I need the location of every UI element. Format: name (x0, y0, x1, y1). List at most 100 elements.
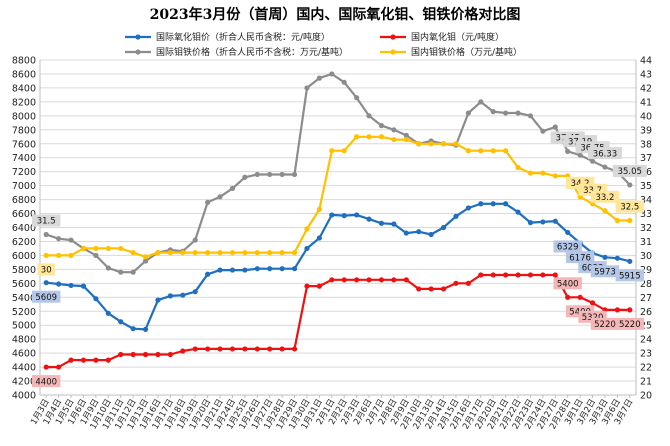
data-label: 30 (41, 266, 52, 276)
y-left-tick-label: 4800 (12, 335, 36, 346)
y-left-tick-label: 8200 (12, 97, 36, 108)
series-0-point (56, 281, 62, 287)
series-0-point (130, 326, 136, 332)
series-2-point (602, 164, 608, 170)
legend-marker-0 (135, 34, 141, 40)
legend-label-3: 国内钼铁价格（万元/基吨） (411, 46, 522, 58)
y-right-tick-label: 24 (640, 335, 652, 346)
series-2-point (329, 71, 335, 77)
series-2-point (43, 231, 49, 238)
series-2-point (254, 171, 260, 178)
data-label: 31.5 (37, 217, 56, 227)
y-left-tick-label: 6400 (12, 223, 36, 234)
series-3-point (304, 226, 310, 232)
series-2-point (205, 199, 211, 205)
series-3-point (378, 134, 385, 140)
series-1-point (465, 280, 471, 286)
series-2-point (552, 124, 558, 130)
series-0-point (155, 297, 161, 303)
series-0-point (453, 213, 459, 219)
series-1-point (242, 346, 248, 352)
series-0-point (552, 218, 558, 224)
chart-title: 2023年3月份（首周）国内、国际氧化钼、钼铁价格对比图 (150, 6, 521, 23)
y-right-tick-label: 37 (640, 153, 652, 164)
y-right-tick-label: 34 (640, 195, 652, 206)
series-2-point (540, 128, 546, 134)
series-0-point (93, 296, 99, 302)
y-right-tick-label: 42 (640, 83, 652, 94)
y-left-tick-label: 4000 (12, 391, 36, 402)
y-right-tick-label: 22 (640, 363, 652, 374)
series-1-point (503, 272, 509, 278)
series-1-point (478, 272, 484, 278)
series-1-point (180, 348, 186, 354)
series-3-point (614, 217, 620, 224)
series-3-point (366, 134, 372, 140)
series-1-point (304, 283, 310, 289)
series-0-point (217, 267, 223, 273)
y-right-tick-label: 33 (640, 209, 652, 220)
series-1-point (105, 357, 111, 363)
series-3-point (627, 217, 633, 224)
legend-label-1: 国内氧化钼（元/吨度） (411, 31, 504, 43)
series-1-point (378, 277, 385, 283)
y-right-tick-label: 40 (640, 111, 652, 122)
y-left-tick-label: 7000 (12, 181, 36, 192)
y-left-tick-label: 5400 (12, 293, 36, 304)
series-0-point (279, 266, 285, 272)
series-2-point (93, 252, 99, 259)
y-right-tick-label: 43 (640, 69, 652, 80)
series-3-point (180, 250, 186, 256)
series-3-point (267, 250, 273, 256)
series-0-point (403, 230, 409, 236)
data-labels: 5609632961766033597359154400540054005320… (32, 131, 647, 387)
y-left-tick-label: 4200 (12, 377, 36, 388)
data-label: 33.2 (595, 193, 614, 203)
y-right-tick-label: 27 (640, 293, 652, 304)
series-3-point (354, 134, 360, 140)
y-right-tick-label: 41 (640, 97, 652, 108)
series-0-point (205, 271, 211, 277)
data-label-box (553, 240, 582, 253)
data-label: 5220 (619, 320, 641, 330)
data-label-box (37, 263, 55, 276)
y-right-tick-label: 44 (640, 56, 652, 67)
series-2-point (279, 171, 285, 178)
series-1-point (155, 351, 161, 358)
series-3-point (428, 141, 434, 147)
y-right-tick-label: 20 (640, 391, 652, 402)
series-3-point (527, 170, 534, 176)
series-2-point (627, 182, 633, 188)
y-left-tick-label: 5200 (12, 307, 36, 318)
y-left-tick-label: 6200 (12, 237, 36, 248)
series-1-point (192, 346, 198, 352)
series-1-point (130, 351, 136, 358)
series-2-point (105, 265, 111, 271)
series-1-point (167, 351, 173, 358)
series-1-point (589, 300, 596, 306)
data-label-box (553, 277, 582, 290)
series-0-point (43, 280, 49, 286)
y-right-tick-label: 23 (640, 349, 652, 360)
series-3-point (552, 173, 558, 179)
data-label-box (615, 269, 644, 282)
series-1-point (614, 307, 620, 313)
series-1-point (254, 346, 260, 352)
series-2-point (565, 148, 571, 155)
series-3-point (80, 245, 87, 252)
series-2-point (391, 127, 397, 133)
series-0-point (167, 293, 173, 299)
series-2-point (192, 237, 198, 243)
y-left-tick-label: 7800 (12, 125, 36, 136)
series-3-point (56, 252, 62, 259)
data-label: 5609 (35, 293, 57, 303)
series-0-point (565, 229, 571, 236)
y-left-tick-label: 6600 (12, 209, 36, 220)
y-right-tick-label: 31 (640, 237, 652, 248)
series-3-point (465, 148, 471, 154)
series-1-point (403, 277, 409, 283)
legend-label-0: 国际氧化钼价（折合人民币含税：元/吨度） (156, 31, 330, 43)
series-2-point (316, 75, 322, 81)
y-left-tick-label: 5000 (12, 321, 36, 332)
data-label-box (32, 290, 61, 303)
